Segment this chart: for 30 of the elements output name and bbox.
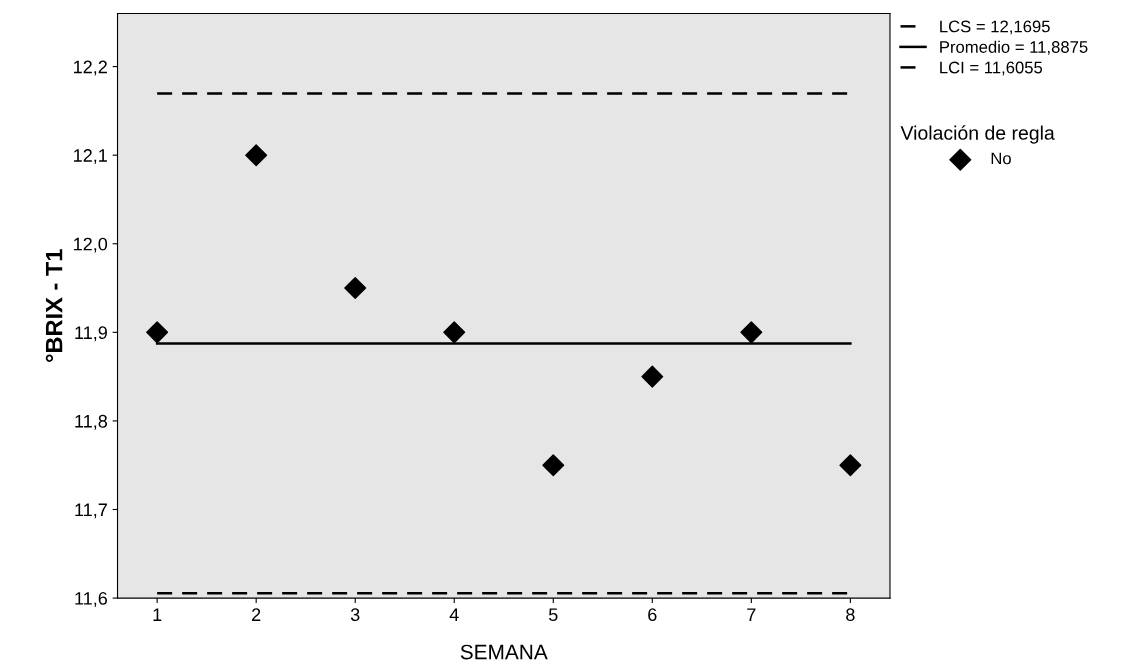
- x-tick-label: 7: [747, 608, 756, 621]
- x-tick-label: 6: [648, 608, 657, 622]
- y-tick-label: 11,9: [75, 326, 107, 342]
- point: [740, 321, 763, 344]
- legend-label: Promedio = 11,8875: [940, 40, 1088, 55]
- point: [839, 454, 862, 477]
- y-tick-label: 11,6: [75, 592, 108, 607]
- point: [443, 321, 466, 344]
- x-tick-label: 2: [252, 608, 261, 621]
- x-axis-title: SEMANA: [460, 644, 548, 660]
- x-tick-label: 8: [846, 608, 855, 622]
- y-axis-title: °BRIX - T1: [45, 249, 63, 362]
- legend-label: No: [991, 152, 1011, 165]
- y-tick-label: 11,8: [75, 414, 108, 430]
- point: [245, 144, 268, 167]
- legend-title: Violación de regla: [900, 125, 1055, 144]
- y-tick-label: 11,7: [75, 503, 107, 519]
- y-tick-label: 12,2: [74, 60, 107, 76]
- point: [542, 454, 565, 477]
- legend-label: LCI = 11,6055: [940, 61, 1043, 76]
- x-tick-label: 5: [548, 608, 558, 622]
- x-tick-label: 1: [153, 608, 162, 621]
- y-tick-label: 12,0: [74, 237, 108, 253]
- legend-label: LCS = 12,1695: [940, 20, 1050, 35]
- point: [344, 277, 367, 300]
- point: [146, 321, 169, 344]
- x-tick-label: 3: [350, 608, 360, 622]
- y-tick-label: 12,1: [74, 149, 107, 165]
- x-tick-label: 4: [449, 608, 459, 621]
- point: [641, 365, 664, 388]
